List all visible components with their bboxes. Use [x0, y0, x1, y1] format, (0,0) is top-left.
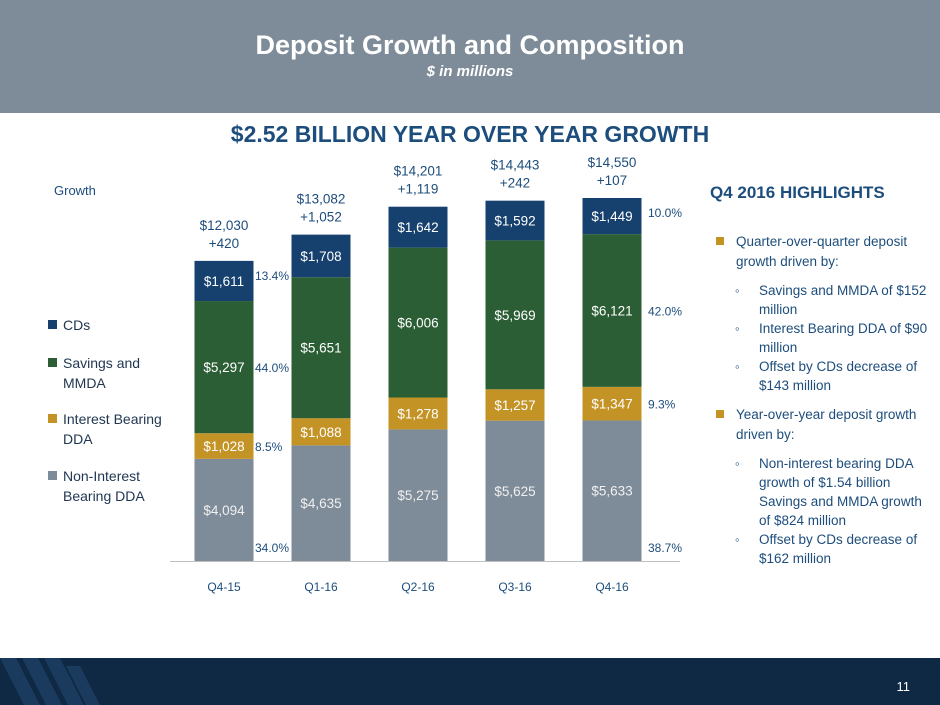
highlights-title: Q4 2016 HIGHLIGHTS	[710, 183, 885, 202]
bar-value-label: $4,635	[300, 496, 341, 511]
bar-value-label: $5,651	[300, 341, 341, 356]
bar-growth-label: +242	[500, 176, 530, 191]
bar-segment-3	[388, 206, 448, 248]
legend-label-interest-dda: Interest Bearing DDA	[63, 411, 162, 447]
legend-swatch-noninterest-dda	[48, 471, 57, 480]
bar-segment-2	[485, 240, 545, 390]
highlight-sub-yoy-3: Offset by CDs decrease of $162 million	[759, 532, 918, 566]
bar-segment-0	[194, 458, 254, 561]
legend-swatch-interest-dda	[48, 414, 57, 423]
pct-label: 10.0%	[648, 206, 682, 220]
bar-total-label: $14,443	[491, 158, 540, 173]
highlight-sub-yoy-2: Savings and MMDA growth of $824 million	[759, 494, 922, 528]
bar-value-label: $1,611	[204, 274, 244, 289]
bar-value-label: $5,633	[591, 484, 632, 499]
bar-value-label: $1,347	[591, 397, 632, 412]
bar-segment-0	[291, 445, 351, 561]
bar-total-label: $14,550	[588, 155, 637, 170]
bar-growth-label: +420	[209, 236, 239, 251]
bar-total-label: $13,082	[297, 192, 346, 207]
pct-label: 8.5%	[255, 440, 283, 454]
bar-segment-1	[291, 418, 351, 446]
bar-value-label: $4,094	[203, 503, 245, 518]
bar-value-label: $6,121	[591, 304, 632, 319]
highlight-sub-yoy-1: Non-interest bearing DDA growth of $1.54…	[759, 456, 913, 490]
highlight-bullet-yoy: Year-over-year deposit growth driven by:	[736, 407, 917, 442]
bar-segment-2	[194, 301, 254, 434]
page-number: 11	[896, 679, 911, 694]
bar-value-label: $1,449	[591, 209, 632, 224]
bar-value-label: $1,088	[300, 425, 341, 440]
bar-segment-2	[388, 247, 448, 398]
bar-segment-1	[485, 389, 545, 421]
sub-bullet-icon: ◦	[735, 456, 740, 471]
sub-bullet-icon: ◦	[735, 321, 740, 336]
bar-value-label: $5,297	[203, 360, 244, 375]
highlight-sub-qoq-2: Interest Bearing DDA of $90 million	[759, 321, 928, 355]
footer-bar	[0, 658, 940, 705]
highlight-bullet-qoq: Quarter-over-quarter deposit growth driv…	[736, 234, 908, 269]
bar-segment-1	[194, 433, 254, 459]
sub-bullet-icon: ◦	[735, 532, 740, 547]
pct-label: 42.0%	[648, 305, 682, 319]
x-tick-label: Q3-16	[498, 580, 532, 594]
pct-label: 9.3%	[648, 398, 676, 412]
highlight-sub-qoq-1: Savings and MMDA of $152 million	[759, 283, 927, 317]
bar-segment-2	[291, 277, 351, 419]
headline: $2.52 BILLION YEAR OVER YEAR GROWTH	[230, 121, 710, 147]
bar-value-label: $1,708	[300, 249, 341, 264]
legend-swatch-savings	[48, 358, 57, 367]
bar-growth-label: +1,052	[300, 210, 342, 225]
bar-segment-0	[388, 429, 448, 561]
company-logo	[0, 658, 100, 705]
x-tick-label: Q1-16	[304, 580, 338, 594]
bar-segment-3	[194, 260, 254, 302]
legend-label-noninterest-dda: Non-Interest Bearing DDA	[63, 468, 145, 504]
page-title: Deposit Growth and Composition	[255, 30, 685, 60]
bullet-icon	[716, 410, 724, 418]
bar-value-label: $1,278	[397, 406, 438, 421]
legend-label-cds: CDs	[63, 317, 91, 333]
bar-segment-0	[485, 420, 545, 561]
legend-swatch-cds	[48, 320, 57, 329]
highlight-sub-qoq-3: Offset by CDs decrease of $143 million	[759, 359, 918, 393]
bar-value-label: $6,006	[397, 316, 438, 331]
bar-segment-3	[291, 234, 351, 278]
bar-total-label: $12,030	[200, 218, 249, 233]
legend-label-savings: Savings and MMDA	[63, 355, 141, 391]
bar-value-label: $1,257	[494, 398, 535, 413]
bar-segment-1	[582, 386, 642, 421]
bar-value-label: $1,592	[494, 214, 535, 229]
bar-segment-3	[582, 198, 642, 235]
pct-label: 13.4%	[255, 269, 289, 283]
header-bar: Deposit Growth and Composition $ in mill…	[0, 0, 940, 113]
bar-value-label: $1,028	[203, 439, 244, 454]
bullet-icon	[716, 237, 724, 245]
x-tick-label: Q2-16	[401, 580, 435, 594]
pct-label: 34.0%	[255, 541, 289, 555]
growth-label: Growth	[54, 183, 96, 198]
x-tick-label: Q4-15	[207, 580, 241, 594]
bar-segment-2	[582, 234, 642, 387]
bar-growth-label: +1,119	[398, 182, 439, 197]
bar-value-label: $1,642	[397, 220, 438, 235]
sub-bullet-icon: ◦	[735, 359, 740, 374]
pct-label: 38.7%	[648, 541, 682, 555]
bar-segment-3	[485, 200, 545, 241]
bar-segment-1	[388, 397, 448, 430]
bar-value-label: $5,275	[397, 488, 438, 503]
x-tick-label: Q4-16	[595, 580, 629, 594]
bar-total-label: $14,201	[394, 164, 443, 179]
sub-bullet-icon: ◦	[735, 283, 740, 298]
bar-value-label: $5,625	[494, 484, 535, 499]
pct-label: 44.0%	[255, 361, 289, 375]
page-subtitle: $ in millions	[426, 63, 514, 80]
bar-value-label: $5,969	[494, 308, 535, 323]
bar-segment-0	[582, 420, 642, 561]
bar-growth-label: +107	[597, 173, 627, 188]
